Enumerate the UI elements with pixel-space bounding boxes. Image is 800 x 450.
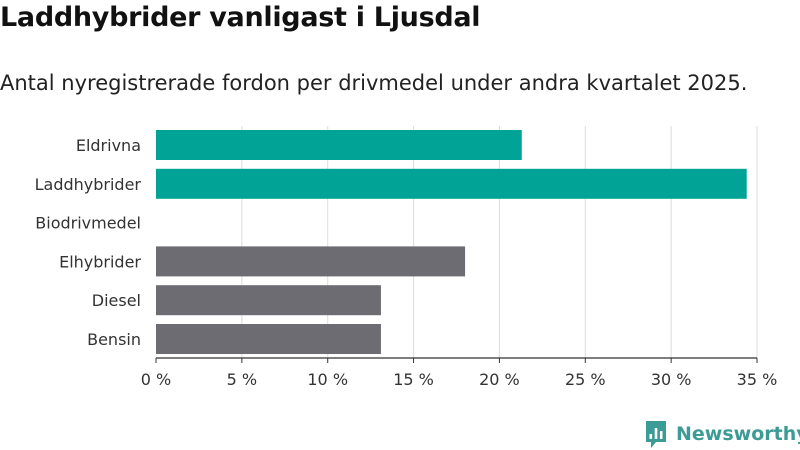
bar-diesel: [156, 285, 381, 316]
category-label: Eldrivna: [76, 136, 141, 155]
newsworthy-logo-icon: [646, 421, 666, 448]
bar-bensin: [156, 324, 381, 354]
category-label: Diesel: [92, 291, 141, 310]
category-label: Elhybrider: [59, 252, 141, 271]
bar-eldrivna: [156, 130, 522, 160]
chart-subtitle: Antal nyregistrerade fordon per drivmede…: [0, 71, 748, 95]
category-label: Laddhybrider: [35, 175, 142, 194]
x-tick-label: 20 %: [479, 370, 520, 389]
x-tick-label: 10 %: [307, 370, 348, 389]
chart-title: Laddhybrider vanligast i Ljusdal: [0, 2, 481, 33]
x-tick-label: 5 %: [227, 370, 257, 389]
x-tick-label: 0 %: [141, 370, 171, 389]
bars: [156, 130, 747, 354]
bar-laddhybrider: [156, 168, 747, 199]
x-tick-label: 25 %: [565, 370, 606, 389]
x-axis: 0 % 5 % 10 % 15 % 20 % 25 % 30 % 35 %: [141, 357, 778, 389]
category-label: Biodrivmedel: [35, 214, 141, 233]
brand-name: Newsworthy: [676, 423, 800, 445]
x-tick-label: 35 %: [737, 370, 778, 389]
x-tick-label: 30 %: [651, 370, 692, 389]
brand-logo: Newsworthy: [644, 419, 800, 449]
category-labels: Eldrivna Laddhybrider Biodrivmedel Elhybrid…: [35, 136, 142, 349]
gridlines: [241, 126, 758, 358]
category-label: Bensin: [87, 330, 141, 349]
x-tick-label: 15 %: [393, 370, 434, 389]
bar-elhybrider: [156, 246, 466, 277]
